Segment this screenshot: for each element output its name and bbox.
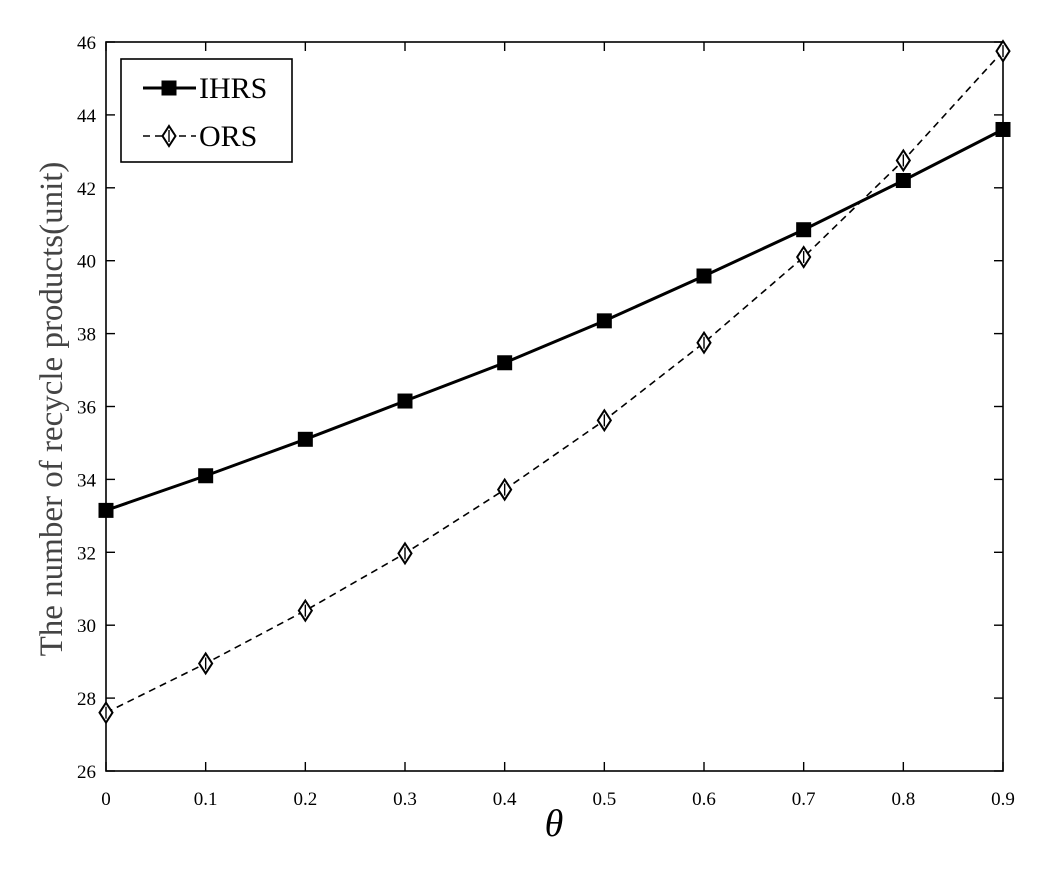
y-tick-label: 30 bbox=[77, 616, 96, 637]
data-point-ihrs bbox=[596, 313, 612, 329]
data-point-ihrs bbox=[796, 222, 812, 238]
data-point-ors bbox=[696, 330, 712, 355]
data-point-ors bbox=[895, 148, 912, 173]
legend-marker-ihrs bbox=[161, 80, 177, 96]
y-tick-label: 26 bbox=[77, 762, 96, 783]
x-tick-label: 0.1 bbox=[194, 789, 218, 810]
data-point-ihrs bbox=[497, 355, 513, 371]
data-point-ors bbox=[197, 651, 214, 676]
data-point-ors bbox=[995, 39, 1011, 63]
data-point-ors bbox=[496, 477, 513, 502]
y-axis-label: The number of recycle products(unit) bbox=[34, 162, 70, 657]
y-tick-label: 28 bbox=[77, 689, 96, 710]
x-axis-label: θ bbox=[545, 803, 564, 845]
data-point-ihrs bbox=[696, 268, 712, 284]
y-tick-label: 32 bbox=[77, 543, 96, 564]
data-point-ors bbox=[596, 408, 613, 433]
data-point-ihrs bbox=[98, 502, 114, 518]
x-tick-label: 0.9 bbox=[991, 789, 1015, 810]
y-tick-label: 44 bbox=[77, 106, 97, 127]
series-line-ors bbox=[105, 50, 1004, 714]
legend-marker-ors bbox=[161, 124, 177, 148]
data-point-ihrs bbox=[198, 468, 214, 484]
x-tick-label: 0 bbox=[101, 789, 111, 810]
x-tick-label: 0.3 bbox=[393, 789, 417, 810]
legend: IHRS ORS bbox=[120, 58, 293, 163]
x-tick-label: 0.8 bbox=[891, 789, 915, 810]
x-tick-label: 0.5 bbox=[592, 789, 616, 810]
x-tick-label: 0.7 bbox=[792, 789, 816, 810]
series-line-ihrs bbox=[105, 128, 1004, 512]
y-tick-label: 36 bbox=[77, 398, 96, 419]
series bbox=[98, 39, 1011, 725]
data-point-ors bbox=[98, 700, 114, 725]
data-point-ors bbox=[795, 245, 812, 269]
data-point-ihrs bbox=[995, 121, 1011, 137]
x-tick-label: 0.2 bbox=[293, 789, 317, 810]
legend-box bbox=[120, 58, 293, 163]
ticks: 0 0.1 0.2 0.3 0.4 0.5 0.6 0.7 0.8 0.9 26 28 30 32 34 36… bbox=[77, 33, 1015, 810]
y-tick-label: 46 bbox=[77, 33, 96, 54]
data-point-ihrs bbox=[895, 173, 911, 189]
data-point-ihrs bbox=[397, 393, 413, 409]
data-point-ors bbox=[397, 541, 413, 566]
y-tick-label: 38 bbox=[77, 325, 96, 346]
x-tick-label: 0.6 bbox=[692, 789, 716, 810]
legend-label-ihrs: IHRS bbox=[199, 72, 267, 105]
legend-label-ors: ORS bbox=[199, 120, 257, 153]
y-tick-label: 40 bbox=[77, 252, 96, 273]
data-point-ors bbox=[297, 598, 314, 623]
y-tick-label: 34 bbox=[77, 470, 97, 491]
x-tick-label: 0.4 bbox=[493, 789, 517, 810]
data-point-ihrs bbox=[297, 431, 313, 447]
y-tick-label: 42 bbox=[77, 179, 96, 200]
